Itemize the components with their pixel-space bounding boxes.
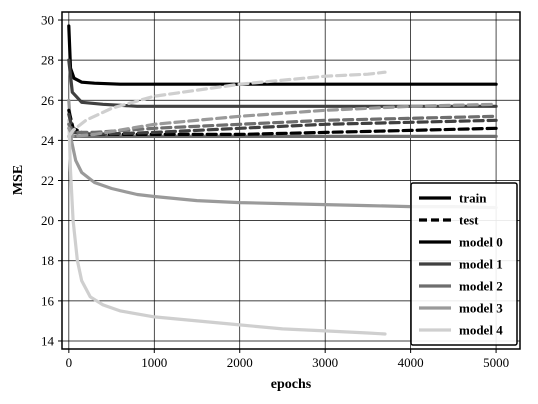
series-line-model-1-train bbox=[67, 58, 498, 108]
legend: train test model 0 model 1 model 2 model 3 mod… bbox=[410, 182, 518, 346]
grid bbox=[62, 12, 520, 349]
y-tick-label: 14 bbox=[41, 333, 55, 348]
x-tick-label: 4000 bbox=[398, 355, 424, 370]
series-line-model-0-test bbox=[67, 108, 498, 136]
series-line-model-0-train bbox=[67, 24, 498, 86]
ticks: 0 1000 2000 3000 4000 5000 14 16 18 20 22 24 26 28 30 bbox=[41, 13, 509, 370]
legend-label: test bbox=[459, 213, 479, 228]
y-tick-label: 20 bbox=[41, 213, 54, 228]
legend-box bbox=[410, 182, 518, 346]
y-tick-label: 18 bbox=[41, 253, 54, 268]
legend-label: model 0 bbox=[459, 235, 503, 250]
legend-label: model 1 bbox=[459, 257, 503, 272]
x-tick-label: 3000 bbox=[312, 355, 338, 370]
series-line-model-3-test bbox=[67, 102, 498, 138]
y-tick-label: 22 bbox=[41, 173, 54, 188]
x-tick-label: 1000 bbox=[141, 355, 167, 370]
y-tick-label: 28 bbox=[41, 53, 54, 68]
legend-label: model 4 bbox=[459, 323, 503, 338]
y-axis-title: MSE bbox=[11, 165, 26, 195]
series-line-model-4-train bbox=[67, 118, 387, 336]
y-tick-label: 30 bbox=[41, 13, 54, 28]
series-lines bbox=[67, 24, 498, 336]
series-line-model-3-train bbox=[67, 98, 498, 210]
x-tick-label: 5000 bbox=[483, 355, 509, 370]
series-line-model-4-test bbox=[67, 70, 387, 138]
y-tick-label: 26 bbox=[41, 93, 55, 108]
legend-label: model 3 bbox=[459, 301, 503, 316]
y-tick-label: 16 bbox=[41, 293, 55, 308]
series-line-model-2-test bbox=[67, 114, 498, 134]
y-tick-label: 24 bbox=[41, 133, 55, 148]
x-tick-label: 2000 bbox=[227, 355, 253, 370]
legend-label: model 2 bbox=[459, 279, 503, 294]
x-axis-title: epochs bbox=[271, 377, 312, 392]
x-tick-label: 0 bbox=[66, 355, 73, 370]
legend-label: train bbox=[459, 191, 487, 206]
